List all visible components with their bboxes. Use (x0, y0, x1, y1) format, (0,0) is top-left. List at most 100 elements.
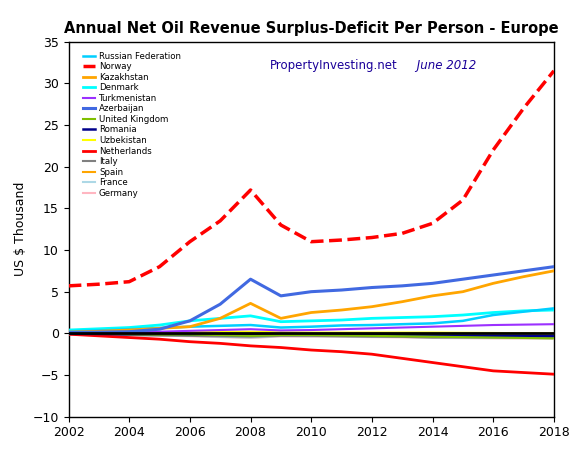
Turkmenistan (308, 327, 315, 333)
Norway (186, 239, 193, 244)
Germany (520, 336, 527, 341)
Kazakhstan (186, 324, 193, 330)
Norway (308, 239, 315, 244)
Italy (550, 335, 557, 340)
Line: Russian Federation: Russian Federation (69, 308, 554, 332)
Azerbaijan (186, 318, 193, 324)
Turkmenistan (460, 323, 467, 329)
Netherlands (126, 335, 132, 340)
Romania (217, 332, 224, 338)
Azerbaijan (550, 264, 557, 269)
Italy (460, 335, 467, 340)
Norway (338, 237, 345, 243)
Azerbaijan (278, 293, 284, 299)
Denmark (65, 327, 72, 333)
Germany (399, 335, 405, 340)
Netherlands (247, 343, 254, 349)
Netherlands (460, 364, 467, 369)
Turkmenistan (247, 326, 254, 332)
United Kingdom (278, 332, 284, 338)
Azerbaijan (156, 326, 163, 332)
Romania (65, 331, 72, 337)
Spain (550, 334, 557, 339)
Turkmenistan (429, 324, 436, 330)
Legend: Russian Federation, Norway, Kazakhstan, Denmark, Turkmenistan, Azerbaijan, Unite: Russian Federation, Norway, Kazakhstan, … (83, 51, 181, 198)
United Kingdom (156, 332, 163, 338)
United Kingdom (460, 334, 467, 340)
Romania (520, 333, 527, 339)
Norway (490, 147, 497, 153)
Russian Federation (65, 329, 72, 334)
Spain (217, 332, 224, 338)
Line: Azerbaijan: Azerbaijan (69, 267, 554, 332)
United Kingdom (308, 332, 315, 338)
Norway (520, 106, 527, 111)
France (186, 333, 193, 338)
France (399, 334, 405, 340)
Kazakhstan (247, 300, 254, 306)
Russian Federation (429, 320, 436, 326)
Norway (278, 222, 284, 228)
Uzbekistan (247, 329, 254, 334)
Germany (490, 336, 497, 341)
Text: PropertyInvesting.net: PropertyInvesting.net (270, 58, 397, 72)
Denmark (399, 315, 405, 320)
Italy (156, 332, 163, 338)
Azerbaijan (399, 283, 405, 288)
France (126, 332, 132, 338)
Germany (278, 334, 284, 339)
Denmark (186, 318, 193, 324)
United Kingdom (217, 332, 224, 338)
Line: Germany: Germany (69, 334, 554, 339)
Spain (95, 332, 102, 337)
Uzbekistan (65, 330, 72, 336)
France (95, 332, 102, 338)
Uzbekistan (429, 330, 436, 335)
Turkmenistan (278, 328, 284, 333)
Spain (247, 333, 254, 338)
Line: Netherlands: Netherlands (69, 334, 554, 374)
Norway (399, 231, 405, 236)
Russian Federation (338, 323, 345, 328)
Germany (65, 332, 72, 337)
Denmark (247, 313, 254, 319)
Germany (126, 332, 132, 338)
France (65, 332, 72, 337)
Spain (520, 334, 527, 339)
Azerbaijan (247, 276, 254, 282)
Netherlands (520, 370, 527, 375)
Romania (95, 331, 102, 337)
France (156, 332, 163, 338)
Denmark (278, 319, 284, 325)
Netherlands (338, 349, 345, 355)
Line: United Kingdom: United Kingdom (69, 333, 554, 338)
United Kingdom (186, 332, 193, 338)
Turkmenistan (520, 322, 527, 327)
Line: Turkmenistan: Turkmenistan (69, 324, 554, 333)
Spain (338, 332, 345, 338)
Denmark (429, 314, 436, 319)
Uzbekistan (278, 330, 284, 335)
Azerbaijan (308, 289, 315, 294)
Azerbaijan (460, 276, 467, 282)
Norway (460, 197, 467, 203)
Germany (95, 332, 102, 338)
Kazakhstan (490, 281, 497, 286)
Spain (278, 332, 284, 338)
Denmark (368, 316, 375, 321)
Netherlands (429, 360, 436, 365)
Romania (156, 332, 163, 337)
Line: Kazakhstan: Kazakhstan (69, 271, 554, 332)
France (490, 335, 497, 341)
Italy (429, 335, 436, 340)
France (308, 333, 315, 339)
Denmark (550, 307, 557, 313)
Kazakhstan (550, 268, 557, 274)
France (217, 334, 224, 339)
Line: Uzbekistan: Uzbekistan (69, 332, 554, 333)
United Kingdom (490, 335, 497, 340)
Italy (65, 332, 72, 337)
Azerbaijan (429, 281, 436, 286)
Turkmenistan (126, 330, 132, 335)
Title: Annual Net Oil Revenue Surplus-Deficit Per Person - Europe: Annual Net Oil Revenue Surplus-Deficit P… (64, 21, 558, 36)
